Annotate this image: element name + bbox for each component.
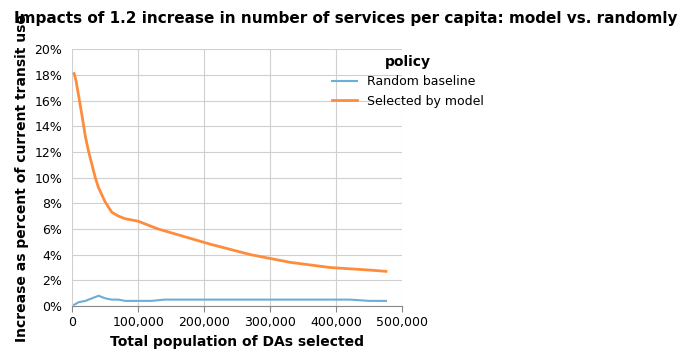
Selected by model — [78, 114, 86, 118]
Random baseline — [134, 299, 143, 303]
Random baseline — [174, 297, 182, 302]
Selected by model — [226, 247, 235, 252]
Selected by model — [85, 150, 93, 154]
Line: Random baseline: Random baseline — [74, 296, 386, 305]
Selected by model — [101, 200, 109, 204]
Selected by model — [194, 238, 202, 243]
Random baseline — [306, 297, 314, 302]
Random baseline — [128, 299, 136, 303]
Selected by model — [134, 219, 143, 223]
Selected by model — [326, 265, 334, 270]
Legend: Random baseline, Selected by model: Random baseline, Selected by model — [327, 50, 489, 113]
Selected by model — [72, 79, 80, 83]
Selected by model — [346, 266, 354, 271]
X-axis label: Total population of DAs selected: Total population of DAs selected — [110, 335, 364, 349]
Selected by model — [246, 253, 254, 257]
Random baseline — [366, 299, 374, 303]
Selected by model — [144, 223, 152, 227]
Y-axis label: Increase as percent of current transit use: Increase as percent of current transit u… — [15, 13, 29, 341]
Random baseline — [81, 299, 89, 303]
Selected by model — [207, 242, 215, 246]
Random baseline — [88, 296, 96, 301]
Random baseline — [74, 300, 83, 304]
Text: Impacts of 1.2 increase in number of services per capita: model vs. randomly sel: Impacts of 1.2 increase in number of ser… — [14, 11, 682, 26]
Selected by model — [154, 227, 162, 231]
Random baseline — [266, 297, 274, 302]
Line: Selected by model: Selected by model — [74, 74, 386, 271]
Random baseline — [226, 297, 235, 302]
Selected by model — [81, 134, 89, 139]
Random baseline — [70, 302, 78, 307]
Selected by model — [95, 186, 103, 190]
Selected by model — [121, 217, 129, 221]
Random baseline — [346, 297, 354, 302]
Random baseline — [213, 297, 222, 302]
Random baseline — [280, 297, 288, 302]
Random baseline — [108, 297, 116, 302]
Random baseline — [187, 297, 195, 302]
Selected by model — [286, 260, 294, 265]
Selected by model — [91, 175, 100, 180]
Selected by model — [108, 210, 116, 214]
Random baseline — [319, 297, 327, 302]
Random baseline — [240, 297, 248, 302]
Random baseline — [160, 297, 168, 302]
Random baseline — [147, 299, 155, 303]
Selected by model — [88, 163, 96, 167]
Random baseline — [253, 297, 261, 302]
Random baseline — [115, 297, 123, 302]
Selected by model — [167, 231, 175, 235]
Selected by model — [74, 95, 83, 99]
Selected by model — [115, 214, 123, 218]
Random baseline — [293, 297, 301, 302]
Selected by model — [266, 256, 274, 261]
Random baseline — [201, 297, 209, 302]
Selected by model — [306, 263, 314, 267]
Random baseline — [101, 296, 109, 301]
Random baseline — [382, 299, 390, 303]
Selected by model — [70, 71, 78, 76]
Random baseline — [121, 299, 129, 303]
Random baseline — [95, 294, 103, 298]
Selected by model — [128, 218, 136, 222]
Selected by model — [366, 268, 374, 272]
Selected by model — [180, 234, 188, 239]
Random baseline — [332, 297, 340, 302]
Selected by model — [382, 269, 390, 273]
